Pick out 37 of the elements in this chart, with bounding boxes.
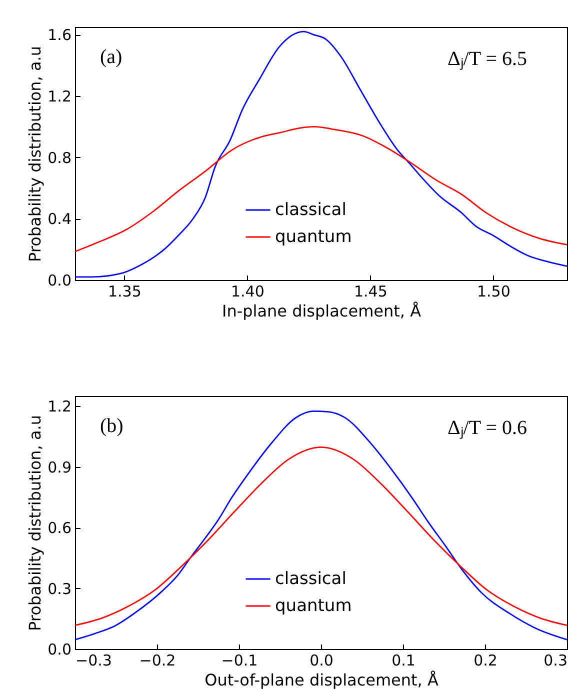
x-tick-label: −0.3 (76, 652, 112, 670)
x-tick-label: 0.1 (392, 652, 416, 670)
line-series (74, 410, 568, 640)
x-tick-label: 1.50 (476, 282, 510, 300)
line-series (74, 30, 568, 278)
y-tick-label: 0.8 (48, 148, 72, 167)
y-tick-label: 1.6 (48, 26, 72, 44)
y-tick-label: 0.9 (48, 458, 72, 476)
x-tick-label: 0.2 (474, 652, 498, 670)
annotation: Δⱼ/T = 0.6 (447, 417, 527, 439)
x-tick-label: 0.0 (310, 652, 334, 670)
line-series (74, 446, 568, 626)
legend-label: quantum (275, 227, 352, 247)
y-axis-title: Probability distribution, a.u (26, 46, 45, 262)
annotation: (a) (100, 46, 122, 68)
x-tick-label: 1.40 (230, 282, 264, 300)
y-tick-label: 0.6 (48, 519, 72, 538)
x-tick-label: 0.3 (544, 652, 568, 670)
legend-label: quantum (275, 596, 352, 616)
x-axis-title: In-plane displacement, Å (222, 302, 422, 320)
line-series (74, 126, 568, 252)
x-tick-label: −0.1 (221, 652, 258, 670)
y-tick-label: 0.0 (48, 272, 72, 290)
y-tick-label: 0.0 (48, 640, 72, 658)
x-axis-title: Out-of-plane displacement, Å (204, 670, 438, 690)
x-tick-label: 1.45 (354, 282, 388, 300)
legend-label: classical (275, 200, 346, 220)
y-tick-label: 0.4 (48, 210, 72, 228)
y-tick-label: 1.2 (48, 88, 72, 106)
annotation: (b) (100, 415, 124, 437)
y-tick-label: 0.3 (48, 580, 72, 598)
y-tick-label: 1.2 (48, 398, 72, 416)
annotation: Δⱼ/T = 6.5 (447, 48, 527, 70)
y-axis-title: Probability distribution, a.u (26, 414, 45, 632)
x-tick-label: −0.2 (139, 652, 176, 670)
x-tick-label: 1.35 (108, 282, 142, 300)
legend-label: classical (275, 569, 346, 589)
